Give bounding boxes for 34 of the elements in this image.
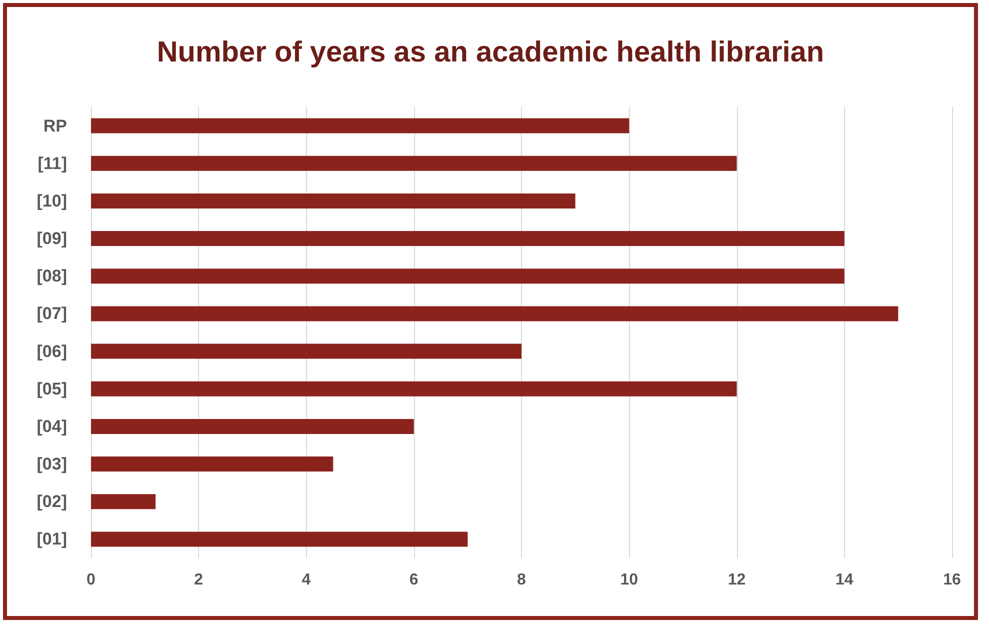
- x-tick-label: 2: [194, 572, 204, 588]
- x-tick-label: 8: [517, 572, 526, 588]
- y-tick-label: [06]: [36, 342, 67, 361]
- bar: [91, 532, 468, 547]
- bar: [91, 306, 898, 322]
- bar: [91, 418, 414, 434]
- y-tick-label: [07]: [36, 304, 67, 324]
- bar: [91, 456, 334, 472]
- x-tick-label: 16: [943, 572, 961, 588]
- bar: [91, 118, 630, 134]
- x-tick-label: 10: [620, 572, 638, 588]
- y-tick-label: [08]: [36, 266, 67, 286]
- y-tick-label: [01]: [36, 530, 67, 549]
- bar: [91, 344, 522, 359]
- y-tick-label: RP: [43, 116, 67, 136]
- y-tick-label: [03]: [36, 454, 67, 474]
- bar: [91, 193, 576, 208]
- x-tick-label: 4: [302, 572, 311, 588]
- y-tick-label: [05]: [36, 379, 67, 398]
- chart-title: Number of years as an academic health librarian: [156, 36, 824, 68]
- bar: [91, 231, 844, 246]
- x-tick-label: 12: [728, 572, 746, 588]
- y-tick-label: [04]: [36, 416, 67, 436]
- x-tick-label: 6: [409, 572, 418, 588]
- bar: [91, 268, 844, 284]
- bar: [91, 381, 737, 396]
- bar: [91, 156, 737, 171]
- x-tick-label: 14: [835, 572, 854, 588]
- bar: [91, 494, 156, 510]
- y-tick-label: [10]: [36, 191, 67, 210]
- y-tick-label: [11]: [38, 154, 67, 173]
- y-tick-label: [02]: [36, 492, 67, 512]
- y-tick-label: [09]: [36, 229, 67, 248]
- x-tick-label: 0: [86, 572, 96, 588]
